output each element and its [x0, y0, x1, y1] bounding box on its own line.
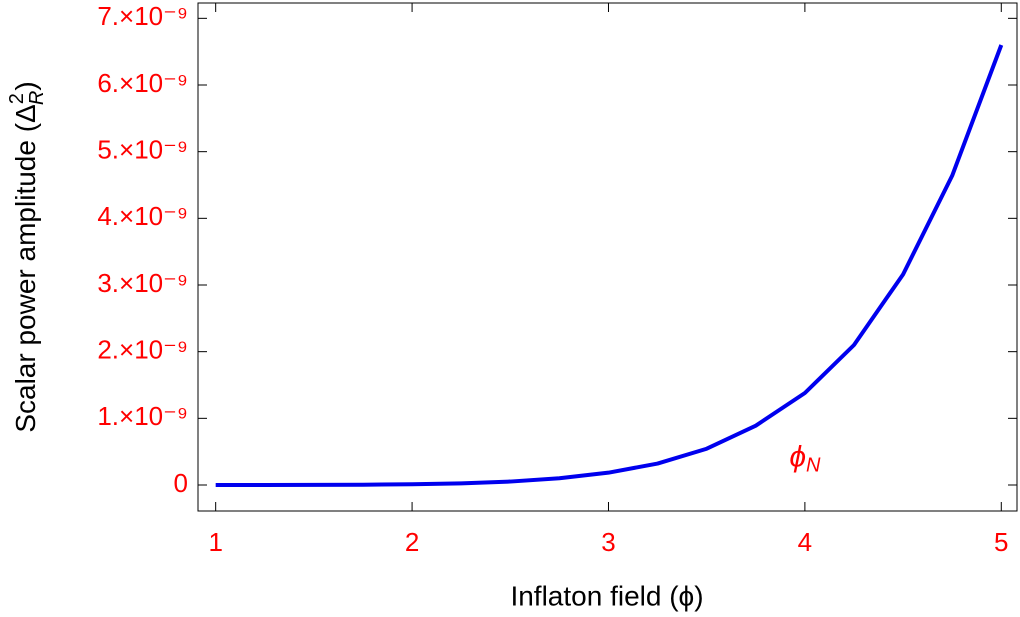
plot-frame [197, 2, 1018, 512]
y-tick-label: 1.×10⁻⁹ [97, 401, 188, 431]
x-tick-label: 1 [208, 527, 222, 557]
annotation-sub: N [806, 455, 821, 477]
y-tick-label: 4.×10⁻⁹ [97, 201, 188, 231]
x-tick-label: 5 [994, 527, 1008, 557]
x-axis-label: Inflaton field (ϕ) [510, 580, 703, 611]
x-tick-label: 2 [405, 527, 419, 557]
x-tick-label: 3 [601, 527, 615, 557]
annotation-text: ϕ [789, 440, 806, 473]
y-tick-label: 7.×10⁻⁹ [97, 1, 188, 31]
y-tick-label: 6.×10⁻⁹ [97, 68, 188, 98]
y-tick-label: 2.×10⁻⁹ [97, 335, 188, 365]
y-label-sup: 2 [6, 93, 28, 104]
y-axis-label: Scalar power amplitude (Δ2R) [6, 81, 48, 432]
y-tick-label: 3.×10⁻⁹ [97, 268, 188, 298]
y-tick-label: 0 [174, 468, 188, 498]
y-tick-label: 5.×10⁻⁹ [97, 135, 188, 165]
y-label-text: Scalar power amplitude (Δ [10, 104, 41, 432]
data-line [215, 44, 1004, 487]
y-label-end: ) [10, 81, 41, 90]
y-label-sub: R [26, 91, 48, 105]
annotation: ϕN [789, 440, 821, 476]
x-tick-label: 4 [798, 527, 812, 557]
